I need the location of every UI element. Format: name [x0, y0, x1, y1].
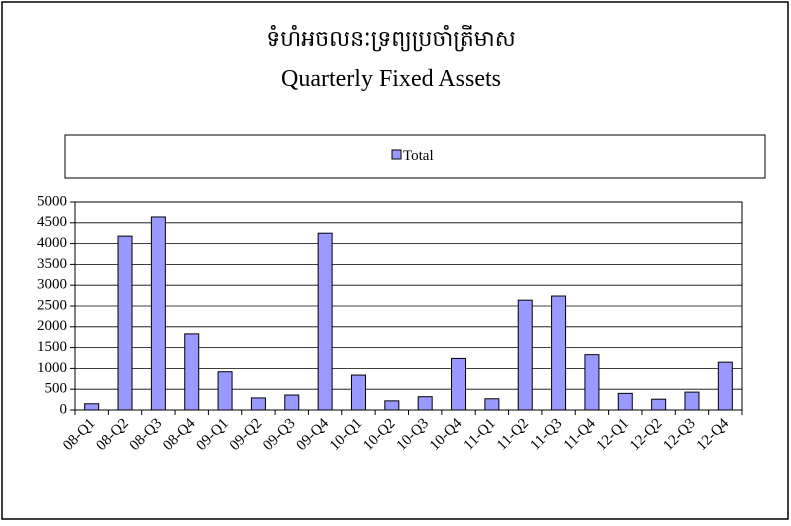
bar	[184, 333, 200, 411]
y-tick-label: 3500	[37, 256, 67, 272]
bar	[150, 216, 166, 411]
bar	[317, 232, 333, 411]
y-tick-label: 5000	[37, 193, 67, 209]
y-tick-label: 2500	[37, 297, 67, 313]
bar	[517, 299, 533, 411]
chart-title: ទំហំអចលនៈទ្រព្យប្រចាំត្រីមាស	[266, 25, 515, 52]
bar	[584, 354, 600, 411]
legend-box	[64, 134, 766, 179]
bar	[284, 394, 300, 411]
bar	[217, 371, 233, 411]
bar	[384, 400, 400, 411]
y-tick-label: 4000	[37, 235, 67, 251]
bar	[350, 374, 366, 411]
y-tick-label: 1000	[37, 360, 67, 376]
y-tick-label: 1500	[37, 339, 67, 355]
bar	[551, 295, 567, 411]
y-tick-label: 500	[45, 381, 68, 397]
bar	[651, 398, 667, 411]
bar	[84, 403, 100, 411]
y-tick-label: 2000	[37, 318, 67, 334]
bar	[250, 397, 266, 411]
bar	[684, 391, 700, 411]
y-tick-label: 4500	[37, 214, 67, 230]
bar	[451, 357, 467, 411]
legend: Total	[391, 148, 434, 164]
bar	[717, 361, 733, 411]
chart-subtitle: Quarterly Fixed Assets	[281, 66, 501, 92]
y-tick-label: 3000	[37, 277, 67, 293]
bar	[484, 398, 500, 411]
bar	[417, 396, 433, 411]
legend-label: Total	[403, 148, 434, 164]
bar	[617, 392, 633, 411]
legend-swatch	[391, 149, 402, 160]
y-tick-label: 0	[60, 401, 68, 417]
bar	[117, 235, 133, 411]
